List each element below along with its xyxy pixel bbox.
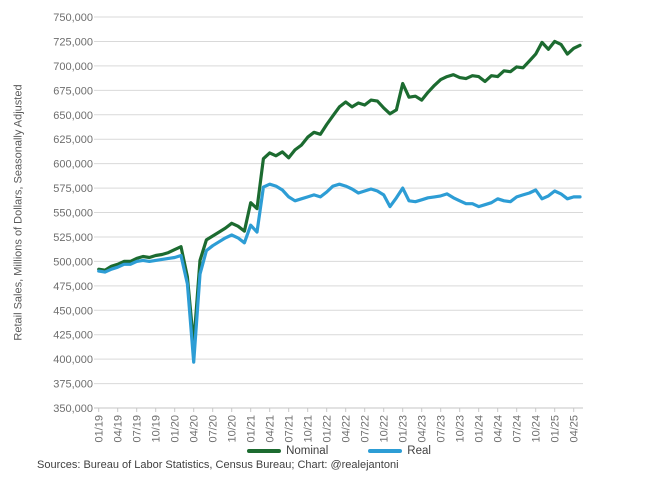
y-tick-label: 725,000 bbox=[53, 36, 93, 48]
x-tick-label: 04/20 bbox=[189, 415, 201, 443]
y-tick-label: 425,000 bbox=[53, 330, 93, 342]
x-tick-label: 10/22 bbox=[379, 415, 391, 443]
x-tick-label: 01/25 bbox=[550, 415, 562, 443]
x-tick-label: 04/23 bbox=[417, 415, 429, 443]
x-tick-label: 04/19 bbox=[113, 415, 125, 443]
x-tick-label: 10/24 bbox=[531, 415, 543, 443]
y-tick-label: 625,000 bbox=[53, 134, 93, 146]
y-tick-label: 675,000 bbox=[53, 85, 93, 97]
x-tick-label: 01/23 bbox=[398, 415, 410, 443]
x-tick-label: 10/19 bbox=[151, 415, 163, 443]
x-tick-label: 04/21 bbox=[265, 415, 277, 443]
y-tick-label: 350,000 bbox=[53, 403, 93, 415]
y-tick-label: 450,000 bbox=[53, 305, 93, 317]
x-tick-label: 01/19 bbox=[94, 415, 106, 443]
x-tick-label: 07/22 bbox=[360, 415, 372, 443]
x-tick-label: 01/20 bbox=[170, 415, 182, 443]
legend-label-real: Real bbox=[407, 445, 431, 457]
real-line-swatch bbox=[368, 449, 403, 453]
source-attribution: Sources: Bureau of Labor Statistics, Cen… bbox=[37, 459, 399, 471]
x-tick-label: 04/25 bbox=[569, 415, 581, 443]
y-tick-label: 650,000 bbox=[53, 110, 93, 122]
y-tick-label: 750,000 bbox=[53, 12, 93, 24]
legend-item-nominal: Nominal bbox=[247, 445, 328, 457]
x-tick-label: 07/24 bbox=[512, 415, 524, 443]
x-tick-label: 07/20 bbox=[208, 415, 220, 443]
y-tick-label: 600,000 bbox=[53, 159, 93, 171]
x-tick-label: 01/22 bbox=[322, 415, 334, 443]
x-tick-label: 10/21 bbox=[303, 415, 315, 443]
nominal-line-swatch bbox=[247, 449, 282, 453]
x-tick-label: 07/23 bbox=[436, 415, 448, 443]
x-tick-label: 07/19 bbox=[132, 415, 144, 443]
y-tick-label: 500,000 bbox=[53, 256, 93, 268]
y-tick-label: 575,000 bbox=[53, 183, 93, 195]
y-tick-label: 475,000 bbox=[53, 281, 93, 293]
legend-label-nominal: Nominal bbox=[286, 445, 329, 457]
legend-item-real: Real bbox=[368, 445, 431, 457]
x-tick-label: 07/21 bbox=[284, 415, 296, 443]
x-tick-label: 01/24 bbox=[474, 415, 486, 443]
series-line-nominal bbox=[97, 39, 582, 347]
y-tick-label: 375,000 bbox=[53, 379, 93, 391]
x-tick-label: 10/20 bbox=[227, 415, 239, 443]
y-tick-label: 550,000 bbox=[53, 208, 93, 220]
x-tick-label: 10/23 bbox=[455, 415, 467, 443]
chart-legend: Nominal Real bbox=[94, 443, 584, 459]
x-tick-label: 01/21 bbox=[246, 415, 258, 443]
y-tick-label: 700,000 bbox=[53, 61, 93, 73]
x-tick-label: 04/24 bbox=[493, 415, 505, 443]
y-tick-label: 525,000 bbox=[53, 232, 93, 244]
x-tick-label: 04/22 bbox=[341, 415, 353, 443]
y-tick-label: 400,000 bbox=[53, 354, 93, 366]
series-line-real bbox=[97, 182, 582, 364]
